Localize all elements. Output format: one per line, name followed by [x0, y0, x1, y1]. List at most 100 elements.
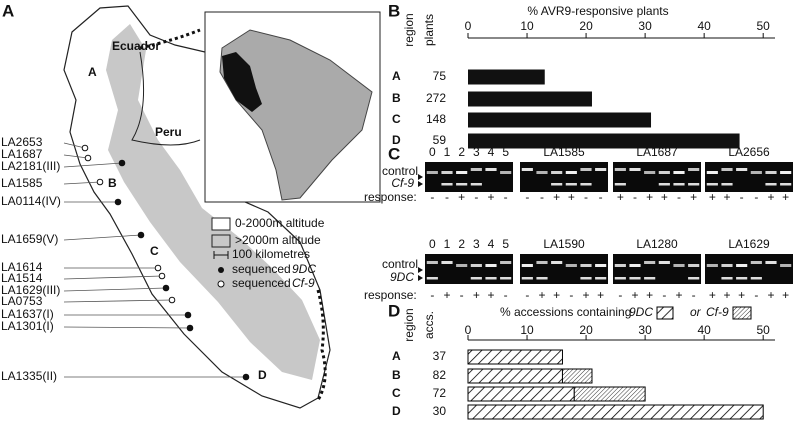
- legend-label: 9DC: [292, 262, 316, 276]
- gel-band: [521, 277, 533, 280]
- count-label: 37: [433, 349, 447, 363]
- column-header: region: [402, 308, 416, 341]
- response-label: response:: [364, 190, 417, 204]
- response-label: response:: [364, 288, 417, 302]
- gel-band: [470, 183, 482, 186]
- accession-label: LA1585: [1, 176, 43, 190]
- accession-marker: [162, 284, 170, 292]
- arrowhead: [418, 267, 423, 273]
- gel-band: [750, 171, 762, 174]
- accession-marker: [96, 178, 104, 186]
- response-sign: -: [430, 288, 434, 302]
- leader-line: [63, 275, 163, 280]
- bar: [468, 133, 740, 149]
- gel-band: [456, 171, 468, 174]
- border: [316, 289, 327, 401]
- gel-label: LA1280: [636, 237, 678, 251]
- response-sign: +: [690, 190, 697, 204]
- accession-label: LA1301(I): [1, 319, 54, 333]
- peru-inset: [222, 52, 262, 112]
- gel-band: [565, 264, 577, 267]
- response-sign: -: [474, 190, 478, 204]
- x-tick-label: 40: [697, 323, 711, 337]
- response-sign: +: [568, 190, 575, 204]
- response-sign: +: [709, 288, 716, 302]
- gel-band: [614, 168, 626, 171]
- gel-band: [551, 261, 563, 264]
- count-label: 75: [433, 69, 447, 83]
- gel-row-label: control: [382, 257, 418, 271]
- gel-band: [658, 171, 670, 174]
- gel-label: LA2656: [728, 145, 770, 159]
- response-sign: +: [709, 190, 716, 204]
- response-sign: +: [443, 288, 450, 302]
- x-tick-label: 50: [757, 19, 771, 33]
- gel: [705, 162, 793, 192]
- accession-marker: [84, 154, 92, 162]
- lane-number: 0: [429, 145, 436, 159]
- gel-band: [500, 261, 512, 264]
- leader-line: [63, 287, 167, 292]
- gel-label: LA1585: [543, 145, 585, 159]
- gel-band: [521, 264, 533, 267]
- count-label: 30: [433, 404, 447, 418]
- gel-band: [580, 277, 592, 280]
- border: [131, 51, 201, 146]
- response-sign: +: [723, 288, 730, 302]
- response-sign: +: [646, 288, 653, 302]
- response-sign: +: [487, 190, 494, 204]
- response-sign: +: [597, 288, 604, 302]
- gel-band: [688, 277, 700, 280]
- arrowhead: [418, 181, 423, 187]
- legend-label: 100 kilometres: [232, 247, 310, 261]
- response-sign: -: [504, 190, 508, 204]
- gel-band: [500, 171, 512, 174]
- gel-row-label: control: [382, 164, 418, 178]
- response-sign: +: [767, 288, 774, 302]
- gel-band: [736, 168, 748, 171]
- column-header: accs.: [422, 311, 436, 339]
- lane-number: 0: [429, 237, 436, 251]
- region-label: D: [258, 368, 267, 382]
- x-tick-label: 10: [520, 323, 534, 337]
- gel-band: [441, 183, 453, 186]
- accession-label: LA1335(II): [1, 369, 57, 383]
- panel-label: B: [388, 1, 400, 20]
- gel-band: [565, 171, 577, 174]
- legend-swatch: [732, 306, 752, 320]
- bar: [468, 112, 652, 128]
- lane-number: 1: [444, 237, 451, 251]
- gel-band: [521, 168, 533, 171]
- response-sign: -: [584, 190, 588, 204]
- x-tick-label: 10: [520, 19, 534, 33]
- response-sign: +: [473, 288, 480, 302]
- accession-marker: [186, 324, 194, 332]
- legend-marker: [217, 280, 225, 288]
- gel-band: [765, 183, 777, 186]
- gel: [613, 254, 701, 284]
- gel-band: [688, 168, 700, 171]
- accession-marker: [81, 144, 89, 152]
- gel-band: [658, 183, 670, 186]
- gel-band: [470, 264, 482, 267]
- gel-band: [644, 261, 656, 264]
- response-sign: -: [460, 288, 464, 302]
- response-sign: -: [662, 288, 666, 302]
- gel: [613, 162, 701, 192]
- gel-band: [426, 277, 438, 280]
- gel-band: [658, 261, 670, 264]
- gel-band: [736, 264, 748, 267]
- region-label: C: [150, 244, 159, 258]
- response-sign: +: [631, 288, 638, 302]
- response-sign: +: [767, 190, 774, 204]
- count-label: 72: [433, 386, 447, 400]
- count-label: 272: [426, 91, 446, 105]
- response-sign: +: [646, 190, 653, 204]
- region-label: B: [108, 176, 117, 190]
- gel-band: [721, 264, 733, 267]
- response-sign: +: [675, 288, 682, 302]
- response-sign: +: [738, 288, 745, 302]
- gel-band: [470, 168, 482, 171]
- arrowhead: [418, 174, 423, 180]
